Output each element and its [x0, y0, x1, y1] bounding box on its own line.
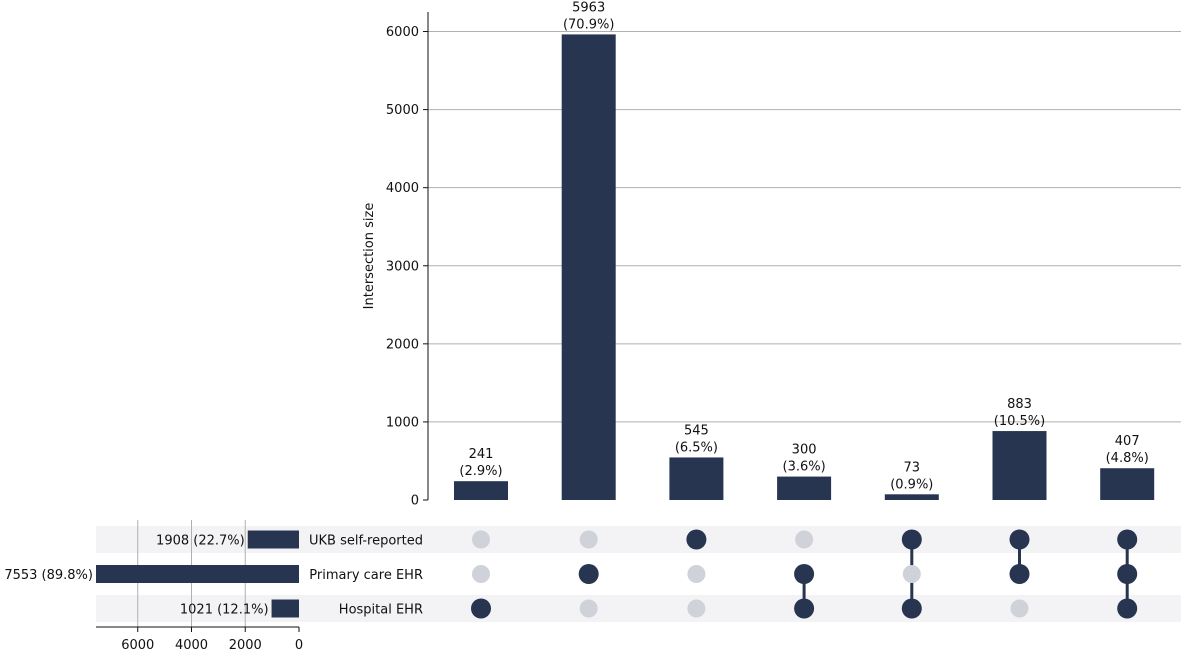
bar-count-label: 241 [469, 447, 494, 462]
matrix-dot-active [1009, 529, 1030, 550]
set-size-tick-label: 6000 [121, 638, 154, 651]
matrix-dot-active [794, 598, 815, 619]
matrix-dot-inactive [472, 530, 490, 549]
bar-percent-label: (2.9%) [459, 464, 502, 479]
bar-percent-label: (6.5%) [675, 440, 718, 455]
matrix-dot-inactive [579, 599, 598, 618]
bar-count-label: 883 [1007, 397, 1032, 412]
intersection-bar [561, 34, 616, 500]
set-size-label: 1021 (12.1%) [180, 603, 269, 618]
matrix-dot-inactive [472, 565, 490, 583]
set-size-tick-label: 0 [295, 638, 303, 651]
y-tick-label: 1000 [386, 415, 419, 430]
bar-count-label: 407 [1115, 434, 1140, 449]
intersection-bar [454, 481, 508, 500]
bar-percent-label: (0.9%) [890, 477, 933, 492]
matrix-dot-active [901, 598, 922, 619]
intersection-axis: 0 1000 2000 3000 4000 5000 6000 [386, 12, 429, 509]
bar-percent-label: (3.6%) [783, 460, 826, 475]
gridlines [428, 31, 1181, 423]
matrix-dot-inactive [795, 530, 814, 549]
set-size-label: 7553 (89.8%) [4, 568, 93, 583]
matrix-dot-inactive [902, 565, 921, 583]
y-axis-label: Intersection size [362, 203, 377, 310]
y-tick-label: 0 [411, 494, 419, 509]
set-size-tick-label: 2000 [229, 638, 262, 651]
y-tick-label: 4000 [386, 181, 419, 196]
set-size-bar [271, 599, 299, 618]
bar-count-label: 545 [684, 423, 709, 438]
set-name-label: Primary care EHR [309, 568, 423, 583]
membership-matrix: UKB self-reported Primary care EHR Hospita… [309, 529, 1138, 619]
set-size-tick-label: 4000 [175, 638, 208, 651]
y-tick-label: 5000 [386, 103, 419, 118]
intersection-bar [1100, 468, 1155, 500]
set-name-label: UKB self-reported [309, 534, 423, 549]
y-tick-label: 6000 [386, 25, 419, 40]
y-tick-label: 3000 [386, 259, 419, 274]
matrix-dot-active [1117, 564, 1138, 584]
y-tick-label: 2000 [386, 337, 419, 352]
matrix-dot-active [1117, 598, 1138, 619]
matrix-dot-inactive [687, 599, 706, 618]
matrix-dot-active [471, 598, 491, 619]
intersection-bar [669, 457, 724, 500]
set-size-label: 1908 (22.7%) [156, 534, 245, 549]
set-size-bar [247, 530, 299, 549]
matrix-dot-inactive [579, 530, 598, 549]
bar-percent-label: (70.9%) [563, 17, 614, 32]
matrix-dot-active [1009, 564, 1030, 584]
intersection-bar [992, 431, 1047, 500]
matrix-dot-active [901, 529, 922, 550]
bar-percent-label: (4.8%) [1106, 451, 1149, 466]
intersection-bars: 241 (2.9%) 5963 (70.9%) 545 (6.5%) 300 (3.6%) 73… [454, 0, 1155, 500]
bar-count-label: 300 [792, 443, 817, 458]
intersection-bar [777, 476, 832, 500]
intersection-bar [884, 494, 939, 500]
bar-count-label: 5963 [572, 0, 605, 15]
bar-count-label: 73 [904, 460, 921, 475]
matrix-dot-active [794, 564, 815, 584]
set-size-bars: 1908 (22.7%) 7553 (89.8%) 1021 (12.1%) 6000… [4, 520, 303, 651]
matrix-dot-active [686, 529, 707, 550]
set-name-label: Hospital EHR [339, 603, 423, 618]
bar-percent-label: (10.5%) [994, 414, 1045, 429]
set-size-bar [96, 565, 299, 583]
matrix-dot-active [1117, 529, 1138, 550]
matrix-dot-inactive [687, 565, 706, 583]
matrix-dot-active [578, 564, 599, 584]
matrix-dot-inactive [1010, 599, 1029, 618]
